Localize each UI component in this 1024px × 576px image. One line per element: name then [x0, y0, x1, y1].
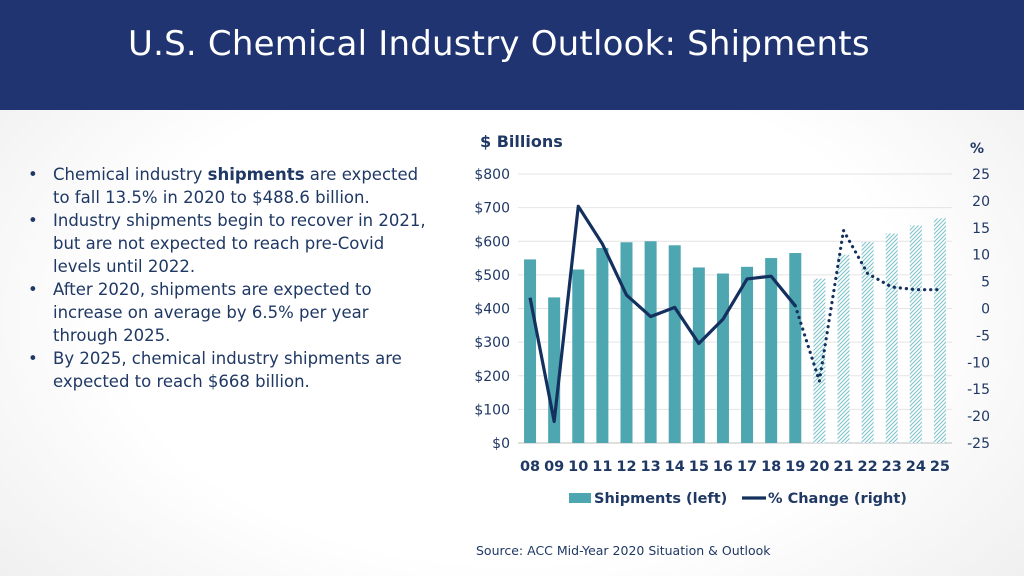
right-tick-label: -20 [967, 409, 990, 425]
shipments-bar [933, 218, 946, 443]
right-tick-label: -5 [976, 328, 990, 344]
x-tick-label: 24 [906, 459, 926, 475]
shipments-bar [765, 258, 778, 443]
shipments-bar [596, 247, 609, 443]
bullet-3-text: After 2020, shipments are expected to in… [53, 280, 372, 345]
shipments-bar [668, 245, 681, 443]
legend-swatch-shipments [569, 493, 591, 503]
shipments-bar [837, 254, 850, 443]
left-tick-label: $400 [474, 302, 510, 318]
left-tick-label: $0 [492, 436, 510, 452]
bullet-list: Chemical industry shipments are expected… [28, 163, 428, 393]
x-tick-label: 22 [858, 459, 878, 475]
x-tick-label: 12 [616, 459, 636, 475]
left-tick-label: $700 [474, 201, 510, 217]
x-tick-label: 10 [568, 459, 588, 475]
x-tick-label: 15 [689, 459, 709, 475]
bullet-item-4: By 2025, chemical industry shipments are… [28, 347, 428, 393]
pct-change-line-forecast [793, 225, 942, 382]
bullet-item-2: Industry shipments begin to recover in 2… [28, 209, 428, 278]
bullet-2-text: Industry shipments begin to recover in 2… [53, 211, 426, 276]
left-tick-label: $200 [474, 369, 510, 385]
shipments-bar [572, 269, 585, 443]
shipments-bar [789, 253, 802, 443]
bullet-1-bold: shipments [207, 165, 305, 184]
x-tick-label: 20 [809, 459, 829, 475]
x-tick-label: 18 [761, 459, 781, 475]
shipments-bar [861, 241, 874, 443]
bullet-1-post: are expected to fall 13.5% in 2020 to $4… [53, 165, 419, 207]
bullet-item-3: After 2020, shipments are expected to in… [28, 278, 428, 347]
shipments-bar [885, 233, 898, 443]
right-tick-label: 0 [981, 302, 990, 318]
shipments-bar [813, 278, 826, 443]
left-tick-label: $300 [474, 335, 510, 351]
bullet-item-1: Chemical industry shipments are expected… [28, 163, 428, 209]
x-tick-label: 21 [833, 459, 853, 475]
right-tick-label: -10 [967, 355, 990, 371]
shipments-bar [741, 266, 754, 443]
x-tick-label: 16 [713, 459, 733, 475]
right-tick-label: 15 [972, 221, 990, 237]
shipments-bar [524, 259, 537, 443]
left-tick-label: $100 [474, 402, 510, 418]
x-tick-label: 13 [641, 459, 661, 475]
shipments-bar [909, 225, 922, 443]
x-tick-label: 17 [737, 459, 757, 475]
x-tick-label: 08 [520, 459, 540, 475]
pct-change-line-actual [528, 204, 797, 424]
right-tick-label: 20 [972, 194, 990, 210]
right-tick-label: -25 [967, 436, 990, 452]
right-tick-label: 25 [972, 167, 990, 183]
shipments-bar [644, 241, 657, 443]
slide-title: U.S. Chemical Industry Outlook: Shipment… [128, 24, 870, 64]
x-tick-label: 19 [785, 459, 805, 475]
right-tick-label: 10 [972, 248, 990, 264]
x-tick-label: 14 [665, 459, 685, 475]
legend-label-pct-change: % Change (right) [768, 491, 907, 507]
right-axis-label: % [970, 141, 984, 157]
shipments-bar [716, 273, 729, 443]
left-axis-label: $ Billions [480, 132, 563, 151]
legend-label-shipments: Shipments (left) [594, 491, 727, 507]
left-tick-label: $800 [474, 167, 510, 183]
title-banner: U.S. Chemical Industry Outlook: Shipment… [0, 0, 1024, 110]
source-note: Source: ACC Mid-Year 2020 Situation & Ou… [476, 543, 771, 558]
right-tick-label: -15 [967, 382, 990, 398]
shipments-bar [692, 267, 705, 443]
x-tick-label: 11 [592, 459, 612, 475]
right-tick-label: 5 [981, 275, 990, 291]
x-tick-label: 25 [930, 459, 950, 475]
x-tick-label: 23 [882, 459, 902, 475]
bullet-4-text: By 2025, chemical industry shipments are… [53, 349, 402, 391]
bullet-1-pre: Chemical industry [53, 165, 208, 184]
shipments-bar [620, 242, 633, 443]
x-tick-label: 09 [544, 459, 564, 475]
left-tick-label: $600 [474, 234, 510, 250]
left-tick-label: $500 [474, 268, 510, 284]
